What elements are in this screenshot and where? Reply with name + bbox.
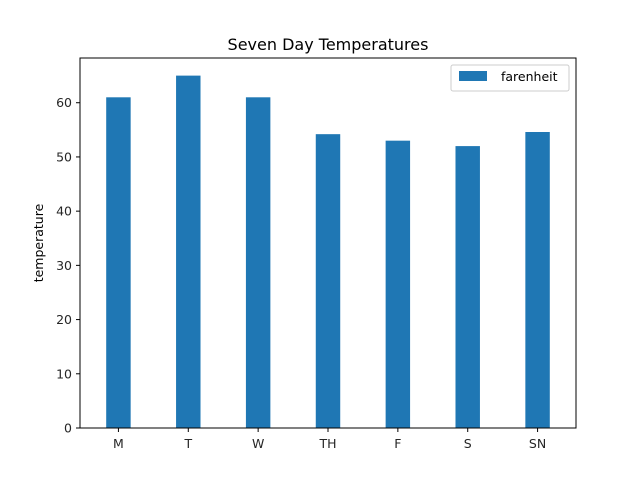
legend-label: farenheit	[501, 69, 558, 84]
x-tick-label: M	[113, 436, 124, 451]
bar-m	[106, 97, 131, 429]
y-tick-label: 20	[56, 312, 72, 327]
y-axis-ticks: 0 10 20 30 40 50 60	[56, 95, 80, 436]
x-tick-label: TH	[318, 436, 336, 451]
y-tick-label: 0	[64, 421, 72, 436]
bars-group	[106, 75, 550, 429]
y-tick-label: 10	[56, 366, 72, 381]
x-tick-label: T	[183, 436, 192, 451]
bar-t	[176, 75, 201, 429]
y-tick-label: 40	[56, 204, 72, 219]
x-tick-label: S	[464, 436, 472, 451]
bar-w	[245, 97, 271, 429]
y-tick-label: 30	[56, 258, 72, 273]
bar-f	[385, 140, 411, 429]
bar-s	[455, 146, 480, 428]
x-tick-label: W	[252, 436, 264, 451]
legend-swatch	[459, 71, 487, 81]
chart-title: Seven Day Temperatures	[228, 35, 429, 54]
legend: farenheit	[450, 64, 570, 92]
plot-area: 0 10 20 30 40 50 60 M T W TH F S SN	[56, 57, 577, 451]
x-tick-label: SN	[529, 436, 546, 451]
x-tick-label: F	[394, 436, 401, 451]
bar-sn	[525, 132, 550, 428]
x-axis-ticks: M T W TH F S SN	[113, 428, 546, 451]
y-axis-label: temperature	[31, 203, 46, 282]
y-tick-label: 60	[56, 95, 72, 110]
bar-th	[315, 134, 341, 429]
y-tick-label: 50	[56, 149, 72, 164]
